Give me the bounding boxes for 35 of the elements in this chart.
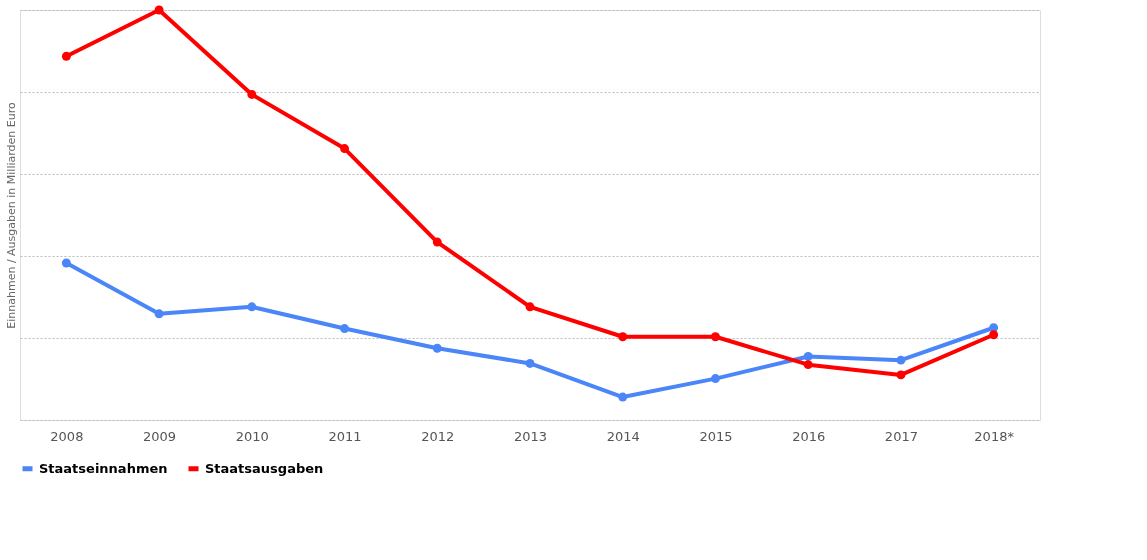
x-tick-label: 2018*: [974, 428, 1015, 444]
legend-label: Staatsausgaben: [205, 460, 324, 476]
point: [710, 374, 720, 384]
x-tick-label: 2014: [606, 428, 640, 444]
x-tick-label: 2012: [421, 428, 455, 444]
x-tick-label: 2016: [792, 428, 826, 444]
legend-label: Staatseinnahmen: [39, 460, 168, 476]
x-tick-label: 2015: [699, 428, 733, 444]
x-tick-label: 2010: [235, 428, 269, 444]
y-axis-title: Einnahmen / Ausgaben in Milliarden Euro: [4, 102, 18, 329]
point: [340, 144, 350, 154]
point: [989, 330, 999, 340]
point: [710, 332, 720, 342]
point: [432, 237, 442, 247]
point: [525, 302, 535, 312]
point: [247, 302, 257, 312]
point: [154, 5, 164, 15]
point: [525, 358, 535, 368]
x-tick-label: 2009: [143, 428, 177, 444]
point: [896, 370, 906, 380]
point: [803, 351, 813, 361]
x-tick-label: 2011: [328, 428, 362, 444]
point: [432, 343, 442, 353]
x-tick-label: 2017: [884, 428, 918, 444]
point: [61, 258, 71, 268]
x-tick-label: 2013: [513, 428, 548, 444]
point: [61, 51, 71, 61]
point: [618, 392, 628, 402]
point: [618, 332, 628, 342]
point: [154, 309, 164, 319]
point: [896, 355, 906, 365]
point: [803, 360, 813, 370]
point: [247, 90, 257, 99]
x-tick-label: 2008: [50, 428, 84, 444]
point: [340, 324, 350, 334]
